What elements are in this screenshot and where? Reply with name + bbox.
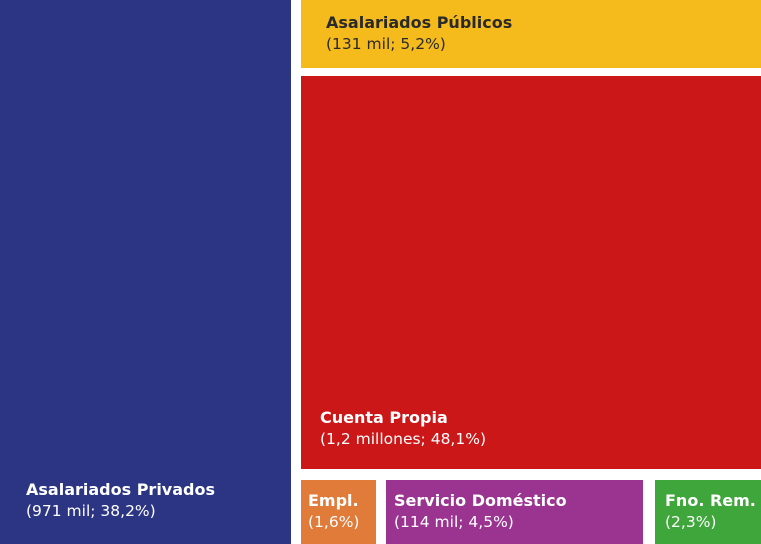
tile-value: (1,2 millones; 48,1%)	[320, 429, 486, 448]
tile-value: (971 mil; 38,2%)	[26, 501, 156, 520]
tile-label-fno-rem: Fno. Rem. (2,3%)	[665, 490, 756, 533]
tile-label-empl: Empl. (1,6%)	[308, 490, 359, 533]
tile-value: (1,6%)	[308, 512, 360, 531]
treemap-tile-empl: Empl. (1,6%)	[301, 480, 376, 544]
tile-name: Asalariados Privados	[26, 480, 215, 499]
tile-label-cuenta-propia: Cuenta Propia (1,2 millones; 48,1%)	[320, 407, 486, 450]
treemap-tile-publicos: Asalariados Públicos (131 mil; 5,2%)	[301, 0, 761, 68]
tile-label-privados: Asalariados Privados (971 mil; 38,2%)	[26, 479, 215, 522]
tile-label-publicos: Asalariados Públicos (131 mil; 5,2%)	[326, 12, 512, 55]
tile-name: Asalariados Públicos	[326, 13, 513, 32]
treemap-tile-fno-rem: Fno. Rem. (2,3%)	[655, 480, 761, 544]
tile-value: (131 mil; 5,2%)	[326, 34, 446, 53]
treemap-tile-servicio-domestico: Servicio Doméstico (114 mil; 4,5%)	[386, 480, 643, 544]
tile-name: Empl.	[308, 491, 359, 510]
treemap-tile-privados: Asalariados Privados (971 mil; 38,2%)	[0, 0, 291, 544]
tile-value: (114 mil; 4,5%)	[394, 512, 514, 531]
tile-name: Fno. Rem.	[665, 491, 756, 510]
tile-label-servicio-domestico: Servicio Doméstico (114 mil; 4,5%)	[394, 490, 567, 533]
tile-name: Servicio Doméstico	[394, 491, 567, 510]
tile-name: Cuenta Propia	[320, 408, 448, 427]
tile-value: (2,3%)	[665, 512, 717, 531]
treemap-tile-cuenta-propia: Cuenta Propia (1,2 millones; 48,1%)	[301, 76, 761, 469]
